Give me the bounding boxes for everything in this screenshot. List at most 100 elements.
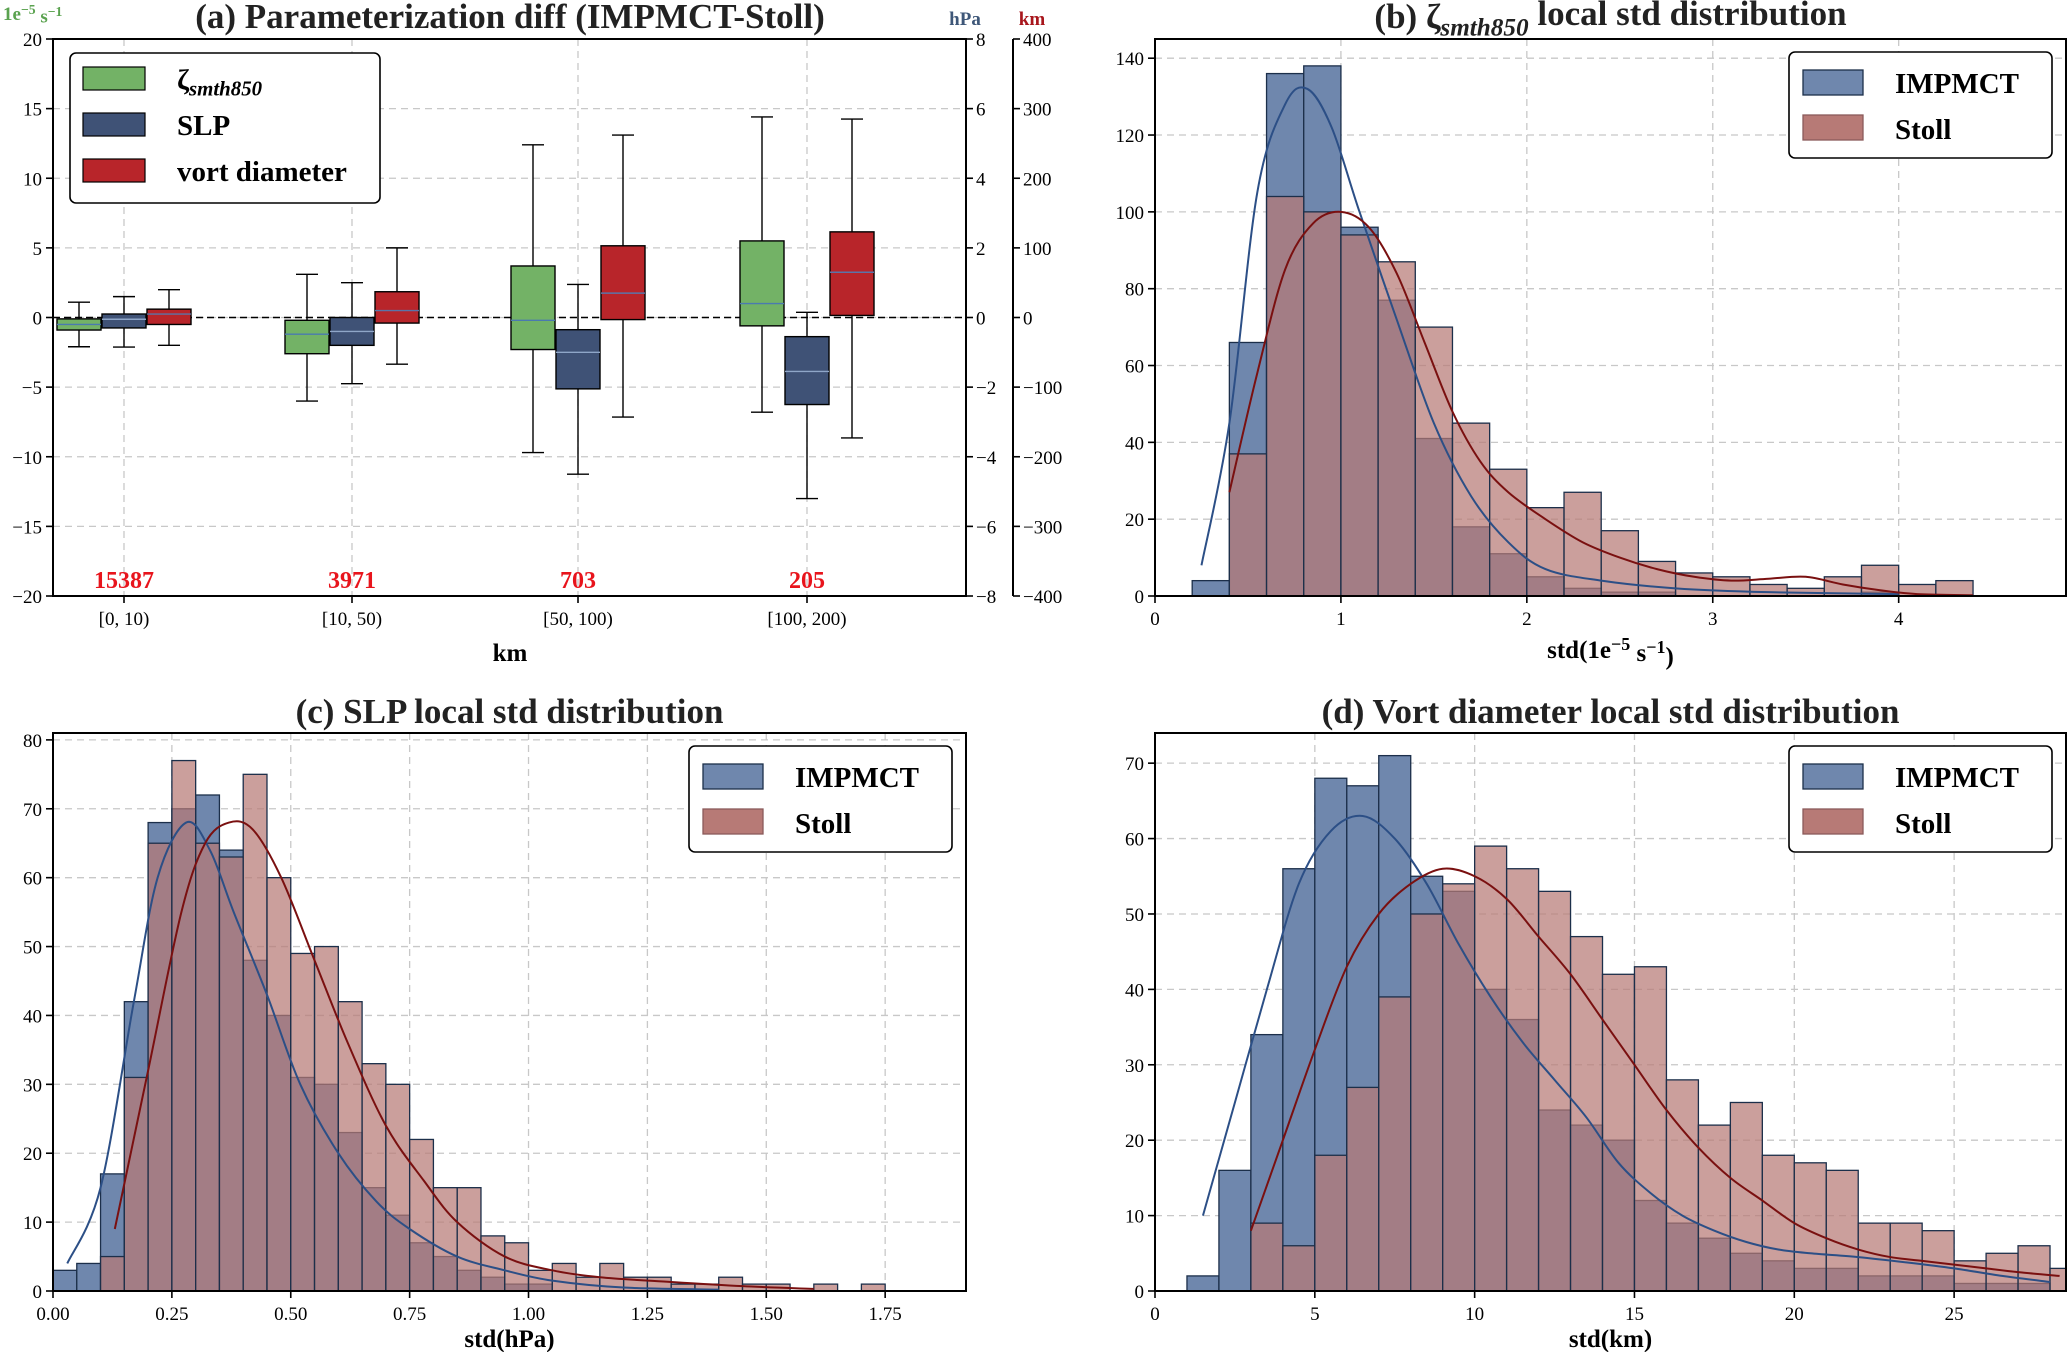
ytick-label-hpa-8: 8 bbox=[976, 30, 986, 51]
x-axis-label-b-part-1: −5 bbox=[1611, 634, 1630, 654]
plot-content-b bbox=[1191, 65, 1974, 596]
xtick-label-1: [10, 50) bbox=[322, 609, 382, 630]
bar-stoll-7 bbox=[266, 877, 292, 1291]
chart-title-a: (a) Parameterization diff (IMPMCT-Stoll) bbox=[195, 0, 825, 36]
bar-stoll-2 bbox=[1303, 211, 1342, 596]
kde-curve-impmct bbox=[1200, 86, 1899, 596]
bar-stoll-11 bbox=[1601, 973, 1636, 1291]
chart-title-b-part-1: smth850 bbox=[1439, 15, 1529, 42]
legend-swatch-impmct bbox=[1802, 69, 1864, 96]
xtick-label-0: 0 bbox=[1150, 609, 1160, 630]
box-iqr bbox=[739, 240, 785, 327]
bar-impmct-0 bbox=[1186, 1275, 1220, 1291]
ytick-label-left-6: 10 bbox=[23, 169, 42, 190]
bar-stoll-10 bbox=[1569, 935, 1604, 1291]
legend-swatch-stoll bbox=[1802, 114, 1864, 141]
bar-stoll-13 bbox=[1665, 1079, 1700, 1291]
chart-title-c: (c) SLP local std distribution bbox=[296, 692, 724, 731]
panel-d: 0 5 10 15 20 25 0 10 20 30 40 50 60 70 IMPMCT Stoll (d) … bbox=[1125, 692, 2067, 1352]
bar-impmct-0 bbox=[53, 1269, 78, 1291]
unit-label-hpa: hPa bbox=[949, 9, 981, 30]
ytick-label-7: 140 bbox=[1116, 49, 1145, 70]
ytick-label-km-3: −100 bbox=[1023, 378, 1062, 399]
xtick-label-0: 0.00 bbox=[36, 1304, 69, 1325]
legend-b: IMPMCT Stoll bbox=[1788, 51, 2053, 159]
bar-stoll-7 bbox=[1473, 845, 1508, 1291]
box-vort-diameter-0 bbox=[146, 288, 192, 347]
bar-stoll-1 bbox=[123, 1076, 149, 1291]
ytick-label-1: 10 bbox=[23, 1213, 42, 1234]
legend-label-0-part-1: smth850 bbox=[188, 76, 263, 100]
x-axis-label-c: std(hPa) bbox=[464, 1326, 554, 1352]
legend-swatch-stoll bbox=[1802, 808, 1864, 835]
xtick-label-6: 1.50 bbox=[750, 1304, 783, 1325]
box-iqr bbox=[374, 291, 420, 324]
bar-stoll-16 bbox=[1761, 1154, 1795, 1291]
chart-title-b: (b) ζsmth850 local std distribution bbox=[1374, 0, 1846, 42]
unit-label-left-part-1: −5 bbox=[21, 2, 36, 17]
bar-stoll-12 bbox=[385, 1083, 411, 1291]
legend-swatch-0 bbox=[82, 66, 146, 91]
ytick-label-km-8: 400 bbox=[1023, 30, 1052, 51]
ytick-label-hpa-6: 4 bbox=[976, 169, 986, 190]
unit-label-left-part-0: 1e bbox=[3, 4, 21, 25]
x-axis-label-d: std(km) bbox=[1569, 1326, 1652, 1352]
plot-content-d bbox=[1186, 754, 2066, 1291]
box-iqr bbox=[555, 328, 601, 390]
box-iqr bbox=[510, 265, 556, 351]
bar-stoll-14 bbox=[1749, 583, 1788, 596]
bar-stoll-24 bbox=[2017, 1245, 2051, 1291]
xtick-label-4: 1.00 bbox=[512, 1304, 545, 1325]
bar-stoll-9 bbox=[1537, 890, 1572, 1291]
ytick-label-km-1: −300 bbox=[1023, 517, 1062, 538]
bar-stoll-1 bbox=[1265, 195, 1305, 596]
ytick-label-2: 40 bbox=[1125, 433, 1144, 454]
box-iqr bbox=[284, 319, 330, 355]
legend-swatch-impmct bbox=[1802, 763, 1864, 790]
bar-stoll-14 bbox=[432, 1187, 458, 1291]
kde-curve-impmct bbox=[1201, 814, 2051, 1283]
bar-stoll-4 bbox=[195, 842, 221, 1291]
bar-impmct-3 bbox=[1282, 868, 1316, 1291]
xtick-label-0: [0, 10) bbox=[99, 609, 150, 630]
ytick-label-7: 70 bbox=[1125, 754, 1144, 775]
ytick-label-4: 40 bbox=[23, 1006, 42, 1027]
bar-impmct-1 bbox=[1218, 1169, 1252, 1291]
xtick-label-3: [100, 200) bbox=[767, 609, 846, 630]
ytick-label-km-7: 300 bbox=[1023, 100, 1052, 121]
box-iqr bbox=[101, 313, 147, 329]
ytick-label-2: 20 bbox=[1125, 1131, 1144, 1152]
bar-stoll-5 bbox=[218, 856, 244, 1291]
legend-label-0: ζsmth850 bbox=[177, 64, 263, 100]
box-iqr bbox=[146, 308, 192, 326]
ytick-label-left-4: 0 bbox=[33, 309, 43, 330]
unit-label-left-part-2: s bbox=[36, 6, 48, 27]
ytick-label-8: 80 bbox=[23, 731, 42, 752]
ytick-label-3: 30 bbox=[1125, 1056, 1144, 1077]
bar-stoll-4 bbox=[1377, 261, 1416, 596]
ytick-label-hpa-0: −8 bbox=[976, 587, 996, 608]
count-label-2: 703 bbox=[560, 568, 596, 594]
bar-stoll-19 bbox=[1935, 579, 1974, 596]
ytick-label-hpa-7: 6 bbox=[976, 100, 986, 121]
bar-stoll-1 bbox=[1282, 1245, 1316, 1291]
xtick-label-4: 4 bbox=[1894, 609, 1904, 630]
x-axis-label-b-part-4: ) bbox=[1666, 643, 1674, 670]
bar-stoll-10 bbox=[337, 1001, 363, 1291]
box-iqr bbox=[829, 231, 875, 317]
legend-swatch-stoll bbox=[702, 808, 764, 835]
ytick-label-1: 20 bbox=[1125, 510, 1144, 531]
bar-stoll-11 bbox=[1637, 560, 1677, 596]
ytick-label-hpa-3: −2 bbox=[976, 378, 996, 399]
ytick-label-6: 120 bbox=[1116, 126, 1145, 147]
bar-stoll-8 bbox=[290, 952, 316, 1291]
box-ζ-2 bbox=[510, 144, 556, 454]
xtick-label-7: 1.75 bbox=[869, 1304, 902, 1325]
plot-content-c bbox=[53, 759, 886, 1291]
plot-area-d bbox=[1154, 732, 2067, 1292]
xtick-label-3: 3 bbox=[1708, 609, 1718, 630]
legend-label-stoll: Stoll bbox=[1895, 808, 1951, 840]
bar-impmct-0 bbox=[1191, 579, 1231, 596]
